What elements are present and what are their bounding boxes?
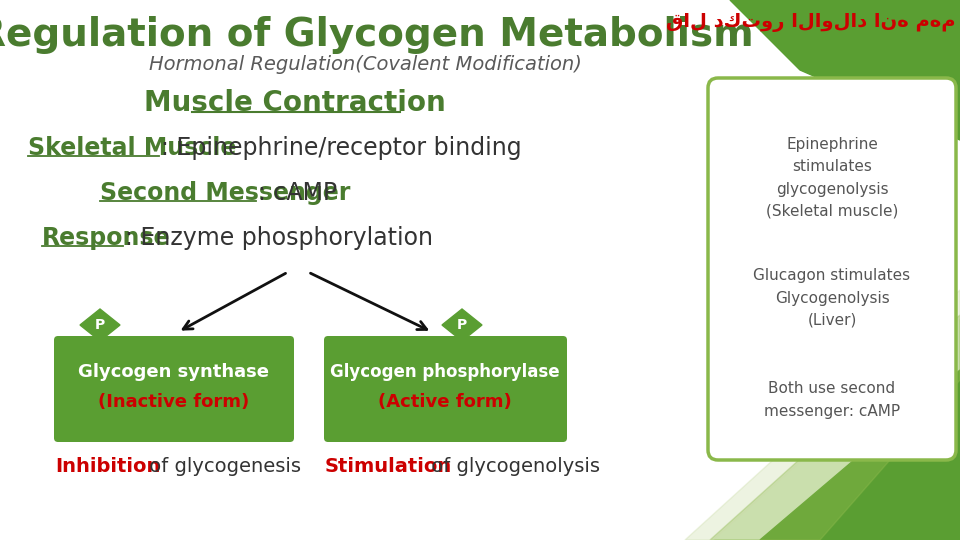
FancyBboxPatch shape — [708, 78, 956, 460]
Text: Muscle Contraction: Muscle Contraction — [144, 89, 445, 117]
Text: : cAMP: : cAMP — [258, 181, 337, 205]
Text: Response: Response — [42, 226, 171, 250]
Text: Epinephrine
stimulates
glycogenolysis
(Skeletal muscle): Epinephrine stimulates glycogenolysis (S… — [766, 137, 899, 219]
Polygon shape — [685, 290, 960, 540]
Text: قال دكتور الاولاد انه مهم: قال دكتور الاولاد انه مهم — [665, 12, 955, 31]
Text: Second Messenger: Second Messenger — [100, 181, 350, 205]
Text: (Inactive form): (Inactive form) — [98, 393, 250, 411]
Polygon shape — [80, 309, 120, 341]
Text: : Epinephrine/receptor binding: : Epinephrine/receptor binding — [161, 136, 521, 160]
Text: Regulation of Glycogen Metabolism: Regulation of Glycogen Metabolism — [0, 16, 754, 54]
Text: Stimulation: Stimulation — [325, 456, 452, 476]
Text: Glycogen synthase: Glycogen synthase — [79, 363, 270, 381]
Text: Glycogen phosphorylase: Glycogen phosphorylase — [330, 363, 560, 381]
Text: Skeletal Muscle: Skeletal Muscle — [28, 136, 236, 160]
FancyBboxPatch shape — [324, 336, 567, 442]
Text: (Active form): (Active form) — [378, 393, 512, 411]
Polygon shape — [730, 0, 960, 140]
Text: Hormonal Regulation(Covalent Modification): Hormonal Regulation(Covalent Modificatio… — [149, 56, 582, 75]
Text: P: P — [95, 318, 106, 332]
FancyBboxPatch shape — [54, 336, 294, 442]
Text: P: P — [457, 318, 468, 332]
Text: of glycogenesis: of glycogenesis — [143, 456, 301, 476]
Text: of glycogenolysis: of glycogenolysis — [425, 456, 600, 476]
Polygon shape — [710, 315, 960, 540]
Polygon shape — [442, 309, 482, 341]
Text: Inhibition: Inhibition — [55, 456, 160, 476]
Text: Both use second
messenger: cAMP: Both use second messenger: cAMP — [764, 381, 900, 418]
Text: : Enzyme phosphorylation: : Enzyme phosphorylation — [125, 226, 433, 250]
Polygon shape — [760, 370, 960, 540]
Text: Glucagon stimulates
Glycogenolysis
(Liver): Glucagon stimulates Glycogenolysis (Live… — [754, 268, 911, 328]
